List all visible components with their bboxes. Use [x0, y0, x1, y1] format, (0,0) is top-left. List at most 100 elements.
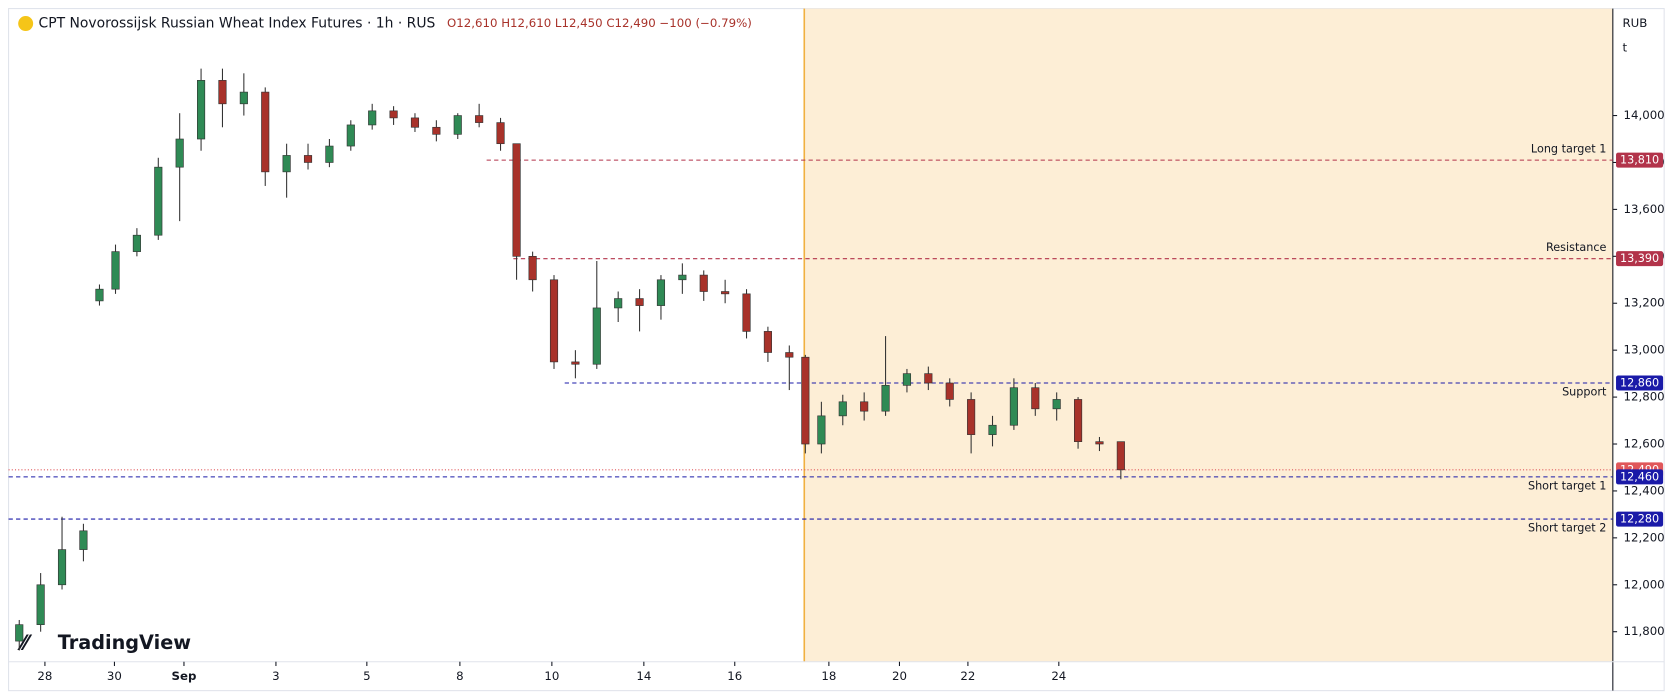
- candle-body: [218, 80, 227, 105]
- price-tag-label: 12,280: [1620, 513, 1659, 526]
- x-tick-label: 22: [960, 669, 975, 683]
- x-tick-label: 30: [107, 669, 122, 683]
- x-tick-label: 20: [892, 669, 907, 683]
- candle-body: [453, 115, 462, 135]
- candle-body: [699, 274, 708, 292]
- candle-body: [346, 124, 355, 147]
- y-tick-label: 12,400: [1624, 483, 1665, 497]
- level-label: Resistance: [1546, 241, 1607, 254]
- x-tick-label: 28: [37, 669, 52, 683]
- candle-body: [410, 117, 420, 128]
- y-tick-label: 14,000: [1624, 108, 1665, 122]
- candle-body: [1095, 441, 1104, 445]
- level-label: Long target 1: [1531, 142, 1606, 155]
- x-tick-label: 18: [821, 669, 836, 683]
- candle-body: [432, 126, 441, 135]
- price-tag: [1616, 469, 1664, 485]
- session-highlight: [804, 8, 1613, 662]
- level-label: Support: [1562, 386, 1607, 399]
- candle-body: [656, 279, 666, 306]
- price-tag-label: 13,390: [1620, 252, 1659, 265]
- candle-body: [111, 251, 120, 290]
- candle-body: [389, 110, 398, 119]
- currency: RUB: [1622, 16, 1647, 30]
- y-tick-label: 12,000: [1624, 577, 1665, 591]
- x-tick-label: 8: [456, 669, 463, 683]
- brand: TradingView: [58, 631, 191, 654]
- y-tick-label: 13,200: [1624, 296, 1665, 310]
- candle-body: [967, 399, 976, 435]
- candle-body: [785, 352, 794, 358]
- x-tick-label: 3: [272, 669, 279, 683]
- price-tag: [1616, 251, 1664, 267]
- candle-body: [721, 291, 730, 295]
- x-tick-label: 24: [1051, 669, 1066, 683]
- candle-body: [924, 373, 933, 384]
- candle-body: [15, 624, 24, 642]
- candle-body: [154, 166, 163, 236]
- candle-body: [860, 401, 869, 412]
- price-tag-label: 12,460: [1620, 470, 1659, 483]
- candle-body: [95, 288, 104, 302]
- candle-body: [528, 255, 537, 281]
- ohlc-legend: O12,610 H12,610 L12,450 C12,490 −100 (−0…: [447, 16, 752, 30]
- candle-body: [175, 138, 184, 168]
- price-tag: [1616, 375, 1664, 391]
- x-tick-label: 14: [636, 669, 651, 683]
- price-tag: [1616, 152, 1664, 168]
- candle-body: [282, 155, 291, 173]
- x-tick-label: Sep: [172, 669, 197, 683]
- price-tag-label: 13,810: [1620, 154, 1659, 167]
- candle-body: [496, 122, 505, 145]
- candle-body: [36, 584, 45, 625]
- y-tick-label: 11,800: [1624, 624, 1665, 638]
- candle-body: [1031, 387, 1040, 410]
- candle-body: [475, 115, 484, 123]
- unit: t: [1622, 41, 1627, 55]
- y-tick-label: 13,000: [1624, 343, 1665, 357]
- y-tick-label: 13,600: [1624, 202, 1665, 216]
- candle-body: [325, 145, 334, 163]
- candle-body: [1116, 441, 1125, 471]
- candle-body: [512, 143, 521, 257]
- y-tick-label: 12,600: [1624, 437, 1665, 451]
- candle-body: [614, 298, 623, 309]
- symbol-icon: [18, 16, 34, 32]
- candle-body: [763, 331, 772, 353]
- candle-body: [635, 298, 644, 306]
- candle-body: [881, 385, 890, 412]
- y-tick-label: 12,800: [1624, 390, 1665, 404]
- candle-body: [303, 155, 313, 163]
- candle-body: [1074, 399, 1083, 442]
- candle-body: [1009, 387, 1018, 426]
- x-tick-label: 10: [544, 669, 559, 683]
- candle-body: [592, 307, 601, 365]
- candle-body: [1052, 399, 1061, 410]
- x-tick-label: 16: [727, 669, 742, 683]
- price-tag: [1616, 511, 1664, 527]
- candle-body: [239, 91, 248, 105]
- candle-body: [742, 293, 751, 332]
- price-tag-label: 12,860: [1620, 377, 1659, 390]
- candle-body: [817, 415, 826, 445]
- candle-body: [57, 549, 67, 586]
- level-label: Short target 1: [1528, 479, 1606, 492]
- candle-body: [79, 530, 88, 550]
- candle-body: [902, 373, 912, 386]
- y-tick-label: 12,200: [1624, 530, 1665, 544]
- candle-body: [368, 110, 377, 126]
- candle-body: [801, 356, 810, 445]
- candle-body: [261, 91, 270, 173]
- candle-body: [571, 361, 580, 365]
- candle-body: [132, 234, 141, 252]
- candle-body: [945, 382, 954, 400]
- candle-body: [678, 274, 687, 281]
- candle-body: [988, 424, 997, 435]
- candle-body: [549, 279, 559, 363]
- candle-body: [838, 401, 847, 417]
- chart-title: CPT Novorossijsk Russian Wheat Index Fut…: [39, 16, 436, 32]
- candle-body: [197, 80, 206, 140]
- level-label: Short target 2: [1528, 522, 1606, 535]
